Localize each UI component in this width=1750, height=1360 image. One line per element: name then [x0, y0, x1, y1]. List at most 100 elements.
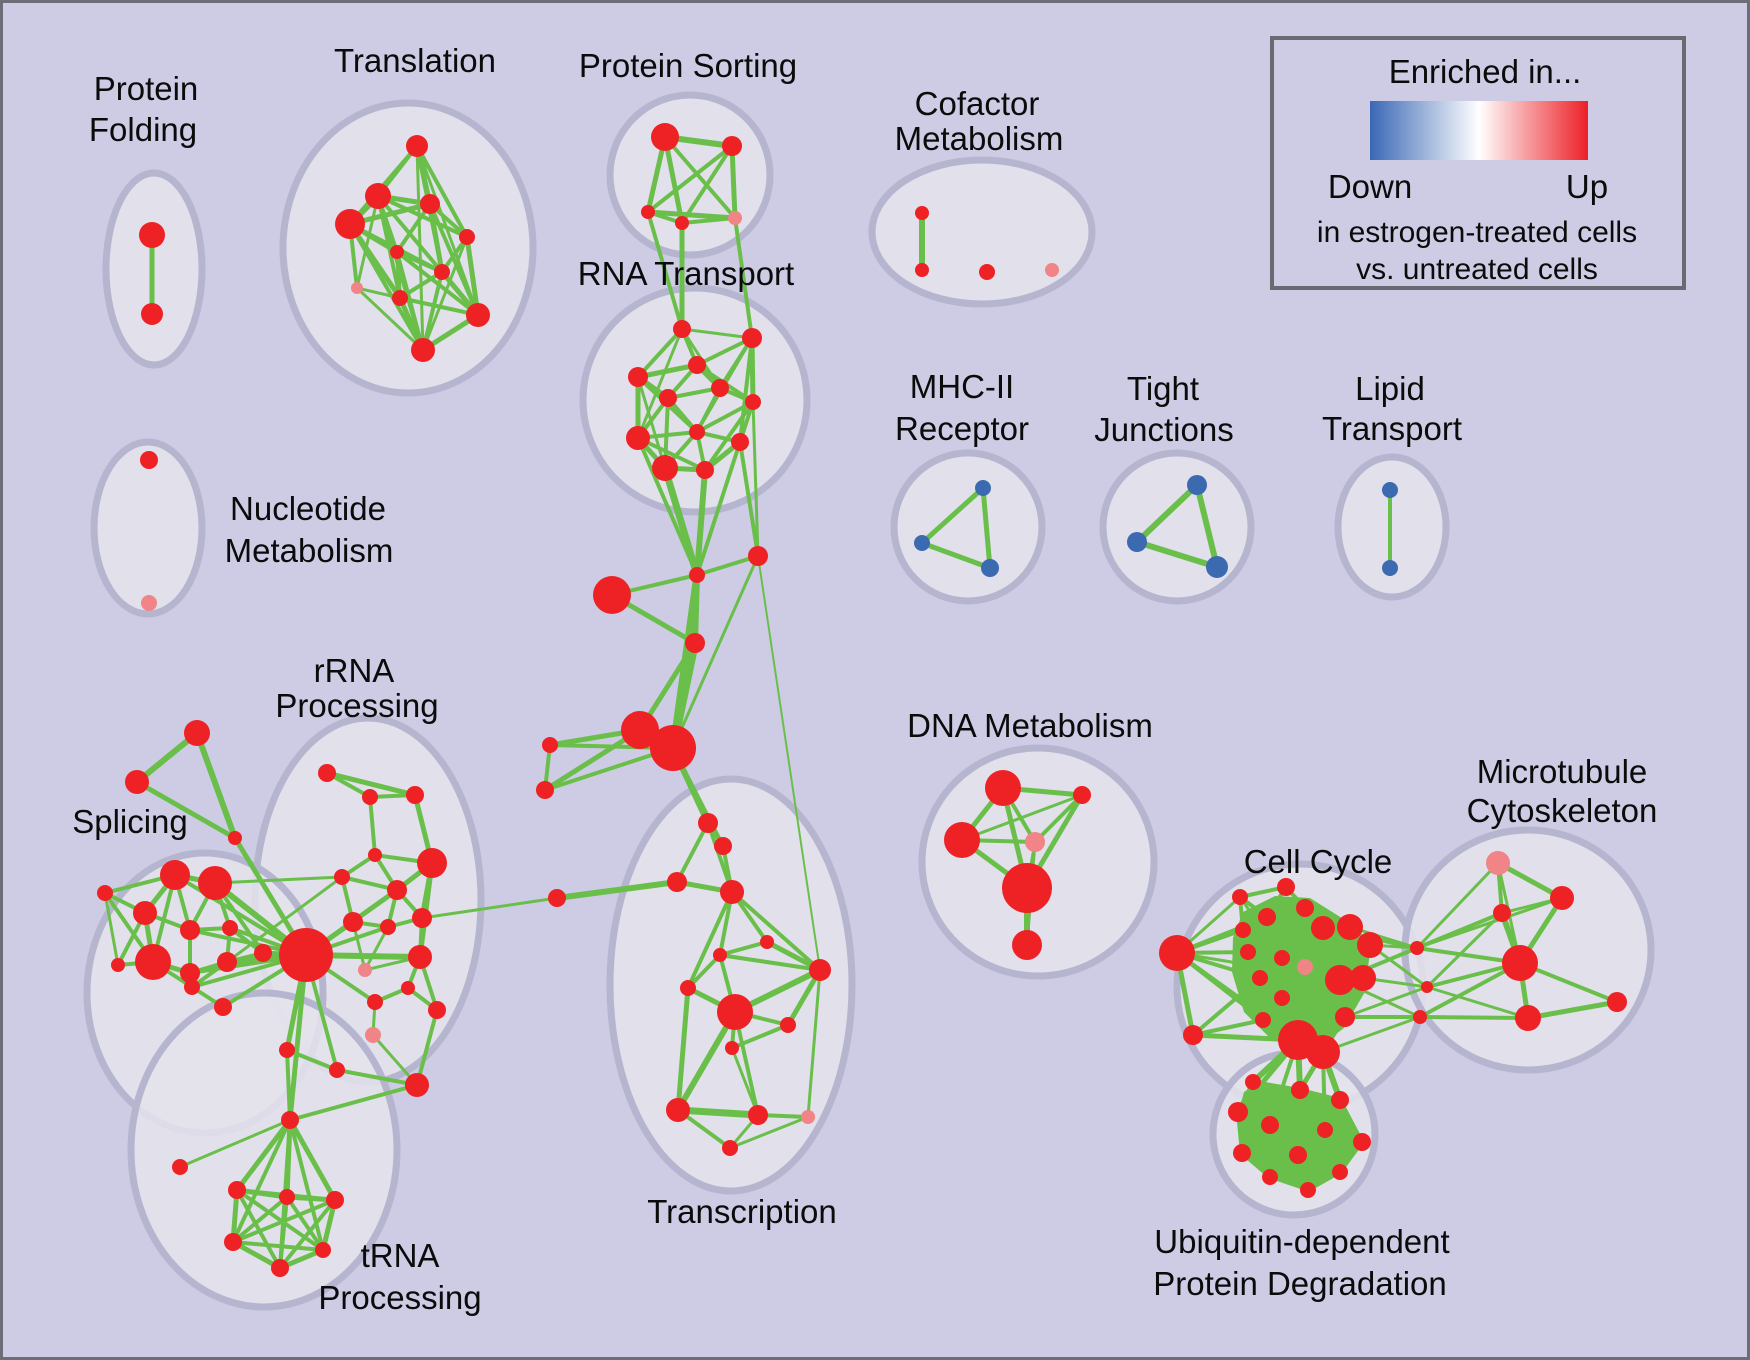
cluster-label-protein-folding: Folding: [89, 111, 197, 148]
gene-set-node: [222, 920, 238, 936]
gene-set-node: [401, 981, 415, 995]
gene-set-node: [1317, 1122, 1333, 1138]
gene-set-node: [689, 567, 705, 583]
gene-set-node: [809, 959, 831, 981]
enrichment-edge: [680, 327, 754, 340]
gene-set-node: [652, 455, 678, 481]
enrichment-edge: [1194, 482, 1220, 570]
gene-set-node: [367, 994, 383, 1010]
enrichment-edge: [288, 1083, 419, 1122]
enrichment-edge: [428, 202, 480, 317]
enrichment-edge: [1268, 1098, 1342, 1179]
cluster-label-mhc-ii-receptor: MHC-II: [910, 368, 1014, 405]
gene-set-node: [141, 595, 157, 611]
gene-set-node: [1515, 1005, 1541, 1031]
gene-set-node: [329, 1062, 345, 1078]
gene-set-node: [417, 848, 447, 878]
enrichment-edge: [1525, 999, 1620, 1021]
gene-set-node: [392, 290, 408, 306]
gene-set-node: [1228, 1102, 1248, 1122]
legend-caption-line2: vs. untreated cells: [1356, 253, 1598, 286]
enrichment-edge: [751, 400, 760, 558]
cluster-label-rna-transport: RNA Transport: [578, 255, 794, 292]
gene-set-node: [621, 711, 659, 749]
gene-set-node: [390, 245, 404, 259]
gene-set-node: [405, 1073, 429, 1097]
nodes-layer: [97, 123, 1627, 1277]
gene-set-node: [1382, 560, 1398, 576]
gene-set-node: [1502, 945, 1538, 981]
cluster-label-rrna-processing: rRNA: [314, 652, 395, 689]
enrichment-edge: [1425, 985, 1530, 1020]
legend-title: Enriched in...: [1389, 53, 1582, 90]
cluster-ellipse-rna-transport: [579, 284, 811, 516]
cluster-label-ubiquitin-protein-degradation: Protein Degradation: [1153, 1265, 1447, 1302]
gene-set-node: [742, 328, 762, 348]
enrichment-edge: [645, 209, 738, 221]
enrichment-edge: [675, 985, 691, 1113]
enrichment-edge: [728, 1115, 810, 1150]
enrichment-edge: [1418, 961, 1522, 1019]
gene-set-node: [184, 979, 200, 995]
cluster-ellipse-cofactor-metabolism: [868, 156, 1096, 308]
gene-set-node: [408, 945, 432, 969]
enrichment-edge: [348, 222, 425, 352]
enrichment-edge: [675, 1009, 738, 1113]
enrichment-edge: [695, 554, 760, 577]
gene-set-node: [434, 264, 450, 280]
gene-set-node: [1240, 944, 1256, 960]
gene-set-node: [412, 908, 432, 928]
gene-set-node: [1127, 532, 1147, 552]
gene-set-node: [254, 944, 272, 962]
enrichment-edge: [663, 135, 737, 220]
enrichment-edge: [1134, 539, 1220, 570]
gene-set-node: [1258, 908, 1276, 926]
gene-set-node: [713, 948, 727, 962]
cluster-label-tight-junctions: Junctions: [1094, 411, 1233, 448]
gene-set-node: [228, 1181, 246, 1199]
gene-set-node: [1002, 863, 1052, 913]
enrichment-edge: [636, 327, 684, 379]
gene-set-node: [279, 1189, 295, 1205]
gene-set-node: [1274, 990, 1290, 1006]
gene-set-node: [380, 919, 396, 935]
gene-set-node: [343, 912, 363, 932]
gene-set-node: [944, 822, 980, 858]
gene-set-node: [593, 576, 631, 614]
gene-set-node: [722, 1140, 738, 1156]
gene-set-node: [1421, 981, 1433, 993]
enrichment-edge: [427, 201, 445, 275]
enrichment-edge: [757, 555, 821, 971]
gene-set-node: [725, 1041, 739, 1055]
gene-set-node: [1325, 965, 1355, 995]
gene-set-node: [1073, 786, 1091, 804]
cluster-label-rrna-processing: Processing: [275, 687, 438, 724]
enrichment-edge: [335, 1068, 419, 1087]
gene-set-node: [1206, 556, 1228, 578]
gene-set-node: [1252, 970, 1268, 986]
gene-set-node: [428, 1001, 446, 1019]
enrichment-edge: [368, 795, 377, 857]
gene-set-node: [135, 944, 171, 980]
enrichment-edge: [178, 1118, 292, 1169]
gene-set-node: [140, 451, 158, 469]
gene-set-node: [420, 194, 440, 214]
enrichment-edge: [635, 362, 700, 380]
gene-set-node: [362, 789, 378, 805]
gene-set-node: [748, 546, 768, 566]
enrichment-edge: [134, 779, 238, 841]
enrichment-edge: [235, 1188, 282, 1270]
gene-set-node: [1262, 1169, 1278, 1185]
gene-set-node: [1245, 1074, 1261, 1090]
enrichment-edge: [729, 143, 738, 221]
gene-set-node: [698, 813, 718, 833]
gene-set-node: [675, 216, 689, 230]
enrichment-edge: [674, 1106, 762, 1119]
gene-set-node: [279, 928, 333, 982]
gene-set-node: [1335, 1007, 1355, 1027]
gene-set-node: [368, 848, 382, 862]
gene-set-node: [111, 958, 125, 972]
enrichment-edge: [415, 1008, 439, 1087]
gene-set-node: [975, 480, 991, 496]
